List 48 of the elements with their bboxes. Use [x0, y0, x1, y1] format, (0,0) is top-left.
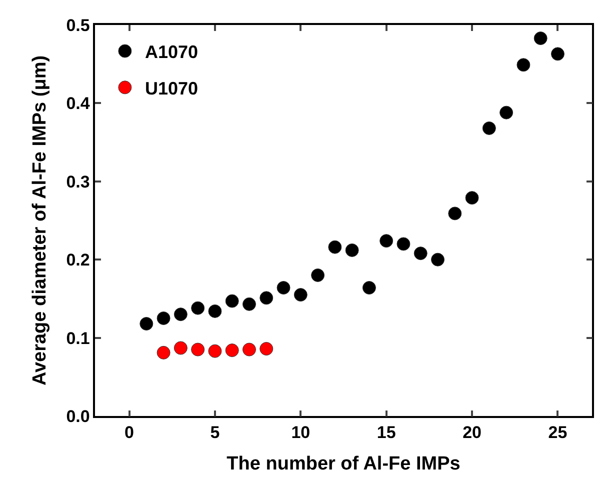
point: [534, 32, 548, 46]
point: [396, 237, 410, 251]
point: [242, 342, 256, 356]
point: [482, 121, 496, 135]
point: [448, 206, 462, 220]
y-tick-label: 0.4: [66, 94, 90, 114]
y-tick-label: 0.2: [66, 250, 90, 270]
point: [465, 191, 479, 205]
legend-label: U1070: [144, 78, 198, 98]
point: [550, 47, 564, 61]
point: [260, 342, 274, 356]
y-axis-title: Average diameter of Al-Fe IMPs (μm): [30, 55, 51, 386]
x-tick-label: 25: [548, 423, 568, 442]
point: [156, 312, 170, 325]
point: [414, 246, 428, 260]
point: [431, 252, 445, 266]
point: [140, 316, 154, 330]
x-tick-label: 20: [462, 423, 482, 442]
point: [362, 281, 376, 294]
point: [208, 304, 222, 318]
y-tick-label: 0.1: [66, 328, 90, 348]
point: [294, 288, 308, 302]
point: [174, 341, 188, 355]
point: [156, 346, 170, 360]
y-tick-label: 0.3: [66, 172, 90, 192]
y-tick-label: 0.5: [66, 16, 90, 35]
x-axis-title: The number of Al-Fe IMPs: [226, 453, 460, 474]
x-tick-label: 5: [210, 423, 220, 442]
y-tick-label: 0.0: [66, 406, 90, 426]
point: [208, 344, 222, 358]
point: [276, 281, 290, 294]
point: [516, 58, 530, 72]
point: [191, 342, 205, 356]
point: [174, 308, 188, 322]
point: [380, 234, 394, 248]
point: [345, 243, 359, 257]
point: [242, 297, 256, 311]
point: [225, 294, 239, 308]
point: [328, 240, 342, 254]
x-tick-label: 10: [291, 423, 310, 442]
x-tick-label: 15: [376, 423, 396, 442]
point: [191, 301, 205, 315]
point: [500, 106, 514, 120]
x-tick-label: 0: [124, 423, 134, 442]
point: [260, 291, 274, 305]
point: [311, 268, 325, 282]
point: [225, 344, 239, 358]
legend-label: A1070: [144, 42, 198, 62]
